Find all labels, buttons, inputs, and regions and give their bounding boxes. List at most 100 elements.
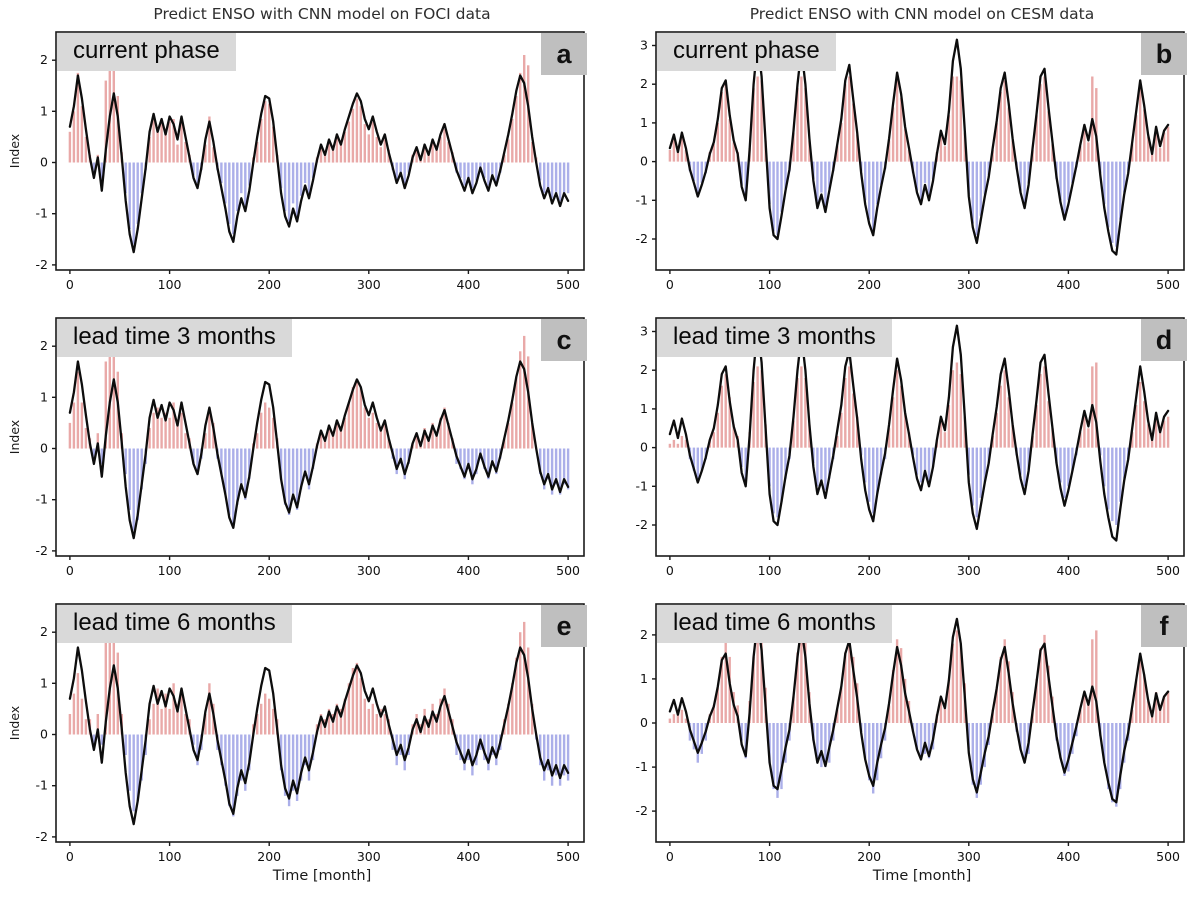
panel-c: 2 1 0 -1 -2 0 100 200 300 400 500 Index lead time 3… xyxy=(6,312,596,582)
y-tick-label: 1 xyxy=(640,115,648,130)
y-tick-label: 1 xyxy=(640,671,648,686)
x-tick-label: 500 xyxy=(1156,849,1180,864)
y-tick-label: 1 xyxy=(40,389,48,404)
axes-frame xyxy=(55,317,585,557)
prediction-bars xyxy=(68,335,570,531)
x-tick-label: 0 xyxy=(66,849,74,864)
chart-canvas-c: 2 1 0 -1 -2 0 100 200 300 400 500 Index xyxy=(7,317,585,578)
panel-letter: b xyxy=(1141,33,1187,75)
y-tick-label: -2 xyxy=(636,231,648,246)
x-tick-label: 0 xyxy=(66,277,74,292)
prediction-bars xyxy=(68,616,570,817)
axes-frame xyxy=(655,317,1185,557)
y-tick-label: 2 xyxy=(40,52,48,67)
chart-canvas-f: 2 1 0 -1 -2 0 100 200 300 400 500 xyxy=(636,603,1185,864)
panel-letter: f xyxy=(1141,605,1187,647)
observed-index-line xyxy=(668,38,1170,256)
x-tick-label: 100 xyxy=(158,849,182,864)
prediction-bars xyxy=(668,76,1170,247)
y-tick-label: 0 xyxy=(40,441,48,456)
y-tick-label: 0 xyxy=(640,715,648,730)
prediction-bars xyxy=(668,362,1170,525)
y-tick-label: 2 xyxy=(640,627,648,642)
x-tick-label: 200 xyxy=(857,277,881,292)
y-tick-label: 2 xyxy=(640,362,648,377)
y-axis-title: Index xyxy=(7,420,22,454)
phase-label: lead time 3 months xyxy=(57,319,292,357)
x-tick-label: 100 xyxy=(158,277,182,292)
x-tick-label: 100 xyxy=(758,277,782,292)
y-tick-label: 0 xyxy=(40,155,48,170)
x-tick-label: 0 xyxy=(666,277,674,292)
axes-frame xyxy=(55,603,585,843)
axes-frame xyxy=(55,31,585,271)
x-tick-label: 400 xyxy=(456,849,480,864)
x-tick-label: 400 xyxy=(456,563,480,578)
x-tick-label: 300 xyxy=(957,849,981,864)
x-tick-label: 400 xyxy=(1056,563,1080,578)
panel-f: 2 1 0 -1 -2 0 100 200 300 400 500 lead time 6 mont… xyxy=(606,598,1196,890)
x-tick-label: 300 xyxy=(357,563,381,578)
panel-e: 2 1 0 -1 -2 0 100 200 300 400 500 Index lead time 6… xyxy=(6,598,596,890)
x-tick-label: 200 xyxy=(257,563,281,578)
panel-a: Predict ENSO with CNN model on FOCI data… xyxy=(6,4,596,296)
x-tick-label: 300 xyxy=(357,277,381,292)
x-tick-label: 500 xyxy=(556,277,580,292)
x-tick-label: 0 xyxy=(666,563,674,578)
chart-canvas-e: 2 1 0 -1 -2 0 100 200 300 400 500 Index xyxy=(7,603,585,864)
x-tick-label: 200 xyxy=(857,563,881,578)
panel-letter: c xyxy=(541,319,587,361)
chart-title-foci: Predict ENSO with CNN model on FOCI data xyxy=(153,5,491,23)
observed-index-line xyxy=(68,646,570,826)
panel-letter: d xyxy=(1141,319,1187,361)
x-tick-label: 300 xyxy=(357,849,381,864)
y-tick-label: -1 xyxy=(636,759,648,774)
x-tick-label: 400 xyxy=(1056,849,1080,864)
y-tick-label: 1 xyxy=(40,675,48,690)
y-axis-title: Index xyxy=(7,134,22,168)
axes-frame xyxy=(655,31,1185,271)
phase-label: lead time 3 months xyxy=(657,319,892,357)
x-tick-label: 500 xyxy=(556,563,580,578)
phase-label: current phase xyxy=(657,33,836,71)
x-tick-label: 500 xyxy=(556,849,580,864)
x-axis-label: Time [month] xyxy=(872,868,972,884)
y-tick-label: -1 xyxy=(36,778,48,793)
y-tick-label: 3 xyxy=(640,38,648,53)
panel-b: Predict ENSO with CNN model on CESM data… xyxy=(606,4,1196,296)
y-axis-title: Index xyxy=(7,706,22,740)
y-tick-label: 0 xyxy=(640,154,648,169)
y-tick-label: -1 xyxy=(36,206,48,221)
y-tick-label: 0 xyxy=(640,440,648,455)
x-tick-label: 100 xyxy=(758,849,782,864)
phase-label: current phase xyxy=(57,33,236,71)
panel-letter: e xyxy=(541,605,587,647)
x-tick-label: 100 xyxy=(758,563,782,578)
y-tick-label: -2 xyxy=(636,803,648,818)
observed-index-line xyxy=(68,360,570,540)
x-tick-label: 200 xyxy=(257,277,281,292)
x-tick-label: 100 xyxy=(158,563,182,578)
y-tick-label: 2 xyxy=(640,76,648,91)
x-tick-label: 200 xyxy=(257,849,281,864)
y-tick-label: -2 xyxy=(36,543,48,558)
y-tick-label: -1 xyxy=(36,492,48,507)
y-tick-label: 3 xyxy=(640,324,648,339)
y-tick-label: -1 xyxy=(636,478,648,493)
y-tick-label: 0 xyxy=(40,727,48,742)
y-tick-label: -2 xyxy=(636,517,648,532)
x-tick-label: 0 xyxy=(66,563,74,578)
y-tick-label: -2 xyxy=(36,257,48,272)
y-tick-label: 1 xyxy=(640,401,648,416)
y-tick-label: 2 xyxy=(40,338,48,353)
x-tick-label: 500 xyxy=(1156,563,1180,578)
x-tick-label: 400 xyxy=(456,277,480,292)
y-tick-label: 1 xyxy=(40,103,48,118)
observed-index-line xyxy=(68,74,570,254)
chart-canvas-d: 3 2 1 0 -1 -2 0 100 200 300 400 500 xyxy=(636,317,1185,578)
panel-d: 3 2 1 0 -1 -2 0 100 200 300 400 500 lead time 3 mon… xyxy=(606,312,1196,582)
y-tick-label: 2 xyxy=(40,624,48,639)
x-tick-label: 0 xyxy=(666,849,674,864)
observed-index-line xyxy=(668,324,1170,542)
